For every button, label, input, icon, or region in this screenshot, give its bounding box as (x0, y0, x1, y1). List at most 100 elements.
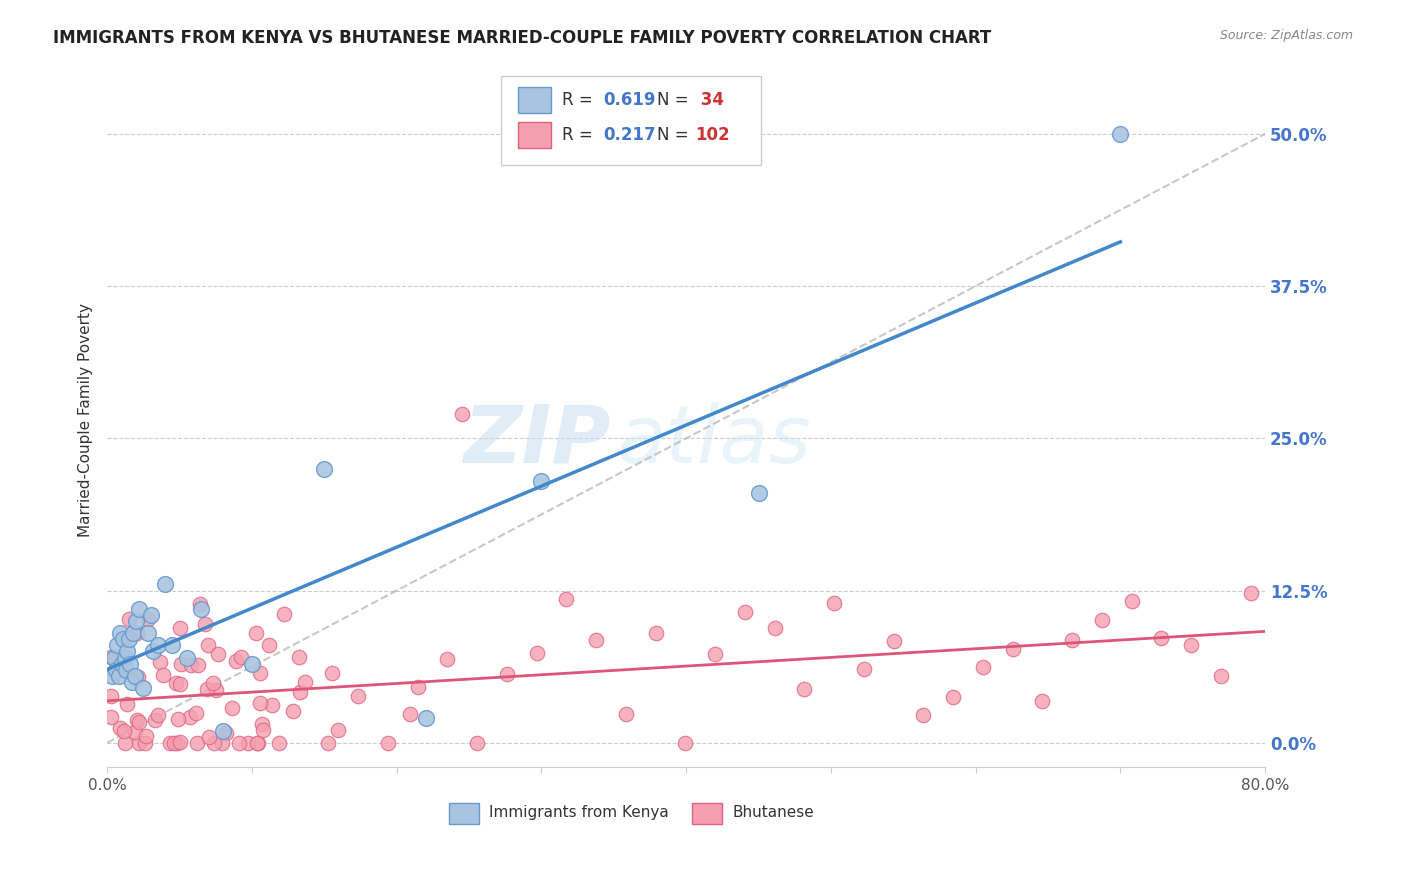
FancyBboxPatch shape (692, 804, 723, 824)
Point (262, 698, 284, 713)
Point (221, 701, 243, 715)
Point (111, 657, 134, 671)
Point (125, 713, 148, 727)
Point (250, 716, 273, 731)
Text: atlas: atlas (617, 402, 811, 480)
Point (1150, 631, 1173, 645)
Point (823, 595, 845, 609)
Point (190, 602, 212, 616)
Point (124, 724, 146, 739)
Point (115, 697, 138, 711)
Point (495, 666, 517, 681)
Point (134, 736, 156, 750)
Point (180, 658, 202, 673)
Point (166, 712, 188, 726)
Point (176, 650, 198, 665)
FancyBboxPatch shape (519, 121, 551, 148)
Point (127, 670, 149, 684)
Point (100, 689, 122, 703)
Point (197, 638, 219, 652)
Point (526, 646, 548, 660)
Point (100, 669, 122, 683)
Point (170, 657, 193, 672)
Point (121, 674, 143, 689)
Point (139, 607, 162, 622)
Point (328, 723, 350, 738)
Point (236, 736, 259, 750)
Point (585, 632, 607, 647)
Point (1240, 586, 1263, 600)
Point (128, 602, 150, 616)
FancyBboxPatch shape (501, 77, 762, 165)
Text: ZIP: ZIP (464, 402, 610, 480)
Point (136, 626, 159, 640)
Point (162, 736, 184, 750)
Point (530, 474, 553, 488)
Text: R =: R = (562, 91, 598, 109)
Point (169, 735, 191, 749)
Point (114, 650, 136, 665)
Point (763, 621, 786, 635)
Point (793, 681, 815, 696)
Point (169, 621, 191, 635)
Point (132, 681, 155, 695)
Point (1001, 642, 1024, 657)
Point (288, 684, 311, 698)
Point (247, 736, 270, 750)
Point (972, 659, 994, 673)
Point (555, 591, 578, 606)
Point (145, 713, 167, 727)
Point (883, 633, 905, 648)
Point (112, 724, 135, 739)
Point (245, 625, 267, 640)
Point (231, 649, 253, 664)
Point (249, 696, 271, 710)
Point (215, 726, 238, 740)
Point (852, 662, 875, 676)
Point (100, 710, 122, 724)
Point (942, 690, 965, 704)
Point (316, 736, 339, 750)
Point (128, 715, 150, 730)
Point (246, 736, 269, 750)
Point (114, 736, 136, 750)
Point (166, 736, 188, 750)
Point (194, 616, 217, 631)
Point (124, 669, 146, 683)
Point (257, 638, 280, 652)
Point (294, 675, 316, 690)
Point (136, 612, 159, 626)
Point (211, 736, 233, 750)
Point (1121, 594, 1143, 608)
Point (1109, 127, 1132, 141)
Point (120, 657, 142, 671)
Point (146, 707, 169, 722)
Point (115, 663, 138, 677)
Point (153, 577, 176, 591)
Point (159, 736, 181, 750)
Point (107, 669, 129, 683)
Point (314, 462, 336, 476)
Point (127, 625, 149, 640)
Point (734, 605, 756, 619)
Point (673, 736, 696, 750)
Point (377, 736, 399, 750)
Text: N =: N = (657, 126, 695, 144)
Point (112, 632, 135, 647)
Text: IMMIGRANTS FROM KENYA VS BHUTANESE MARRIED-COUPLE FAMILY POVERTY CORRELATION CHA: IMMIGRANTS FROM KENYA VS BHUTANESE MARRI… (53, 29, 991, 46)
Point (152, 668, 174, 682)
Point (100, 649, 122, 664)
Point (118, 612, 141, 626)
Text: 0.619: 0.619 (603, 91, 655, 109)
Point (1031, 693, 1053, 707)
Y-axis label: Married-Couple Family Poverty: Married-Couple Family Poverty (79, 303, 93, 537)
Point (249, 666, 271, 681)
Point (187, 657, 209, 672)
Point (162, 639, 184, 653)
Point (281, 704, 304, 718)
Point (118, 632, 141, 647)
Point (912, 708, 935, 723)
Point (207, 647, 229, 661)
Point (201, 675, 224, 690)
Point (1091, 613, 1114, 627)
